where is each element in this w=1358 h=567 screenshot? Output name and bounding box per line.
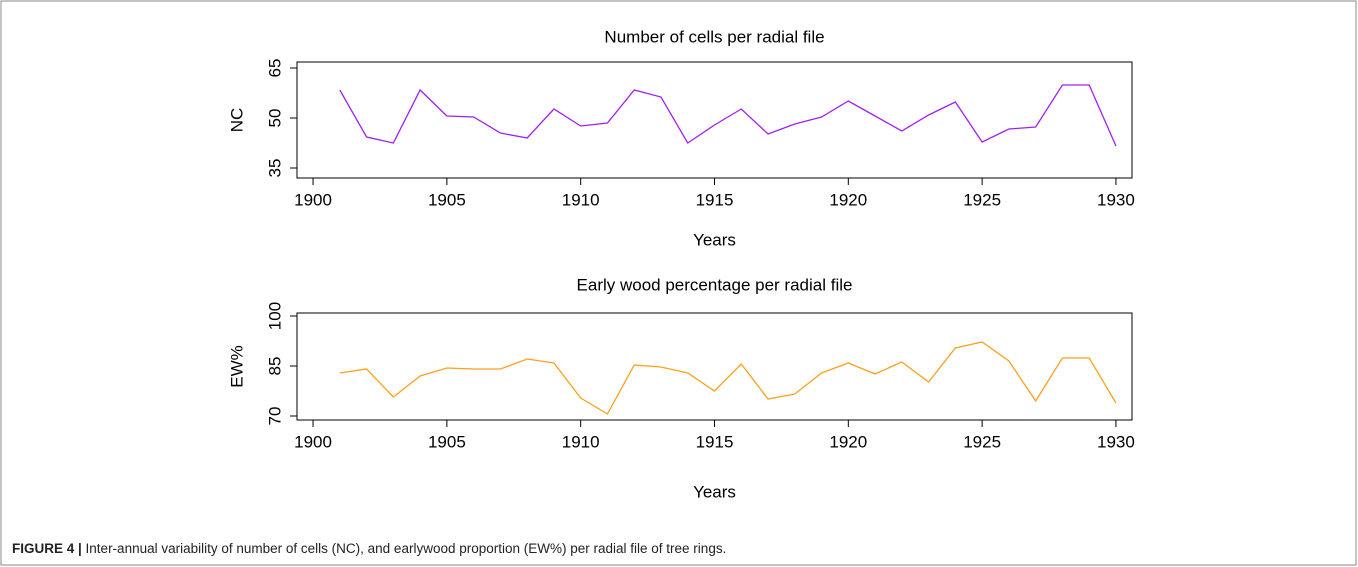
y-tick-label: 35 (265, 159, 284, 178)
y-axis-label: EW% (227, 345, 246, 388)
x-tick-label: 1910 (562, 432, 600, 451)
x-tick-label: 1900 (294, 432, 332, 451)
caption-label: FIGURE 4 | (12, 541, 82, 556)
x-tick-label: 1905 (428, 190, 466, 209)
x-tick-label: 1930 (1097, 190, 1135, 209)
y-tick-label: 85 (265, 357, 284, 376)
x-tick-label: 1900 (294, 190, 332, 209)
y-tick-label: 70 (265, 407, 284, 426)
x-tick-label: 1915 (696, 190, 734, 209)
caption-text: Inter-annual variability of number of ce… (82, 541, 727, 556)
y-tick-label: 65 (265, 59, 284, 78)
caption: FIGURE 4 | Inter-annual variability of n… (12, 541, 726, 556)
y-tick-label: 100 (265, 302, 284, 330)
y-axis-label: NC (227, 108, 246, 133)
x-tick-label: 1910 (562, 190, 600, 209)
data-line (339, 84, 1117, 147)
x-tick-label: 1930 (1097, 432, 1135, 451)
chart-title: Number of cells per radial file (604, 27, 824, 46)
y-tick-label: 50 (265, 109, 284, 128)
x-axis-label: Years (693, 482, 736, 501)
x-axis-label: Years (693, 230, 736, 249)
x-tick-label: 1920 (829, 190, 867, 209)
x-tick-label: 1925 (963, 432, 1001, 451)
plot-box (296, 312, 1133, 421)
plot-box (296, 61, 1133, 179)
x-tick-label: 1905 (428, 432, 466, 451)
x-tick-label: 1920 (829, 432, 867, 451)
x-tick-label: 1925 (963, 190, 1001, 209)
x-tick-label: 1915 (696, 432, 734, 451)
chart-title: Early wood percentage per radial file (577, 275, 853, 294)
data-line (339, 341, 1117, 415)
